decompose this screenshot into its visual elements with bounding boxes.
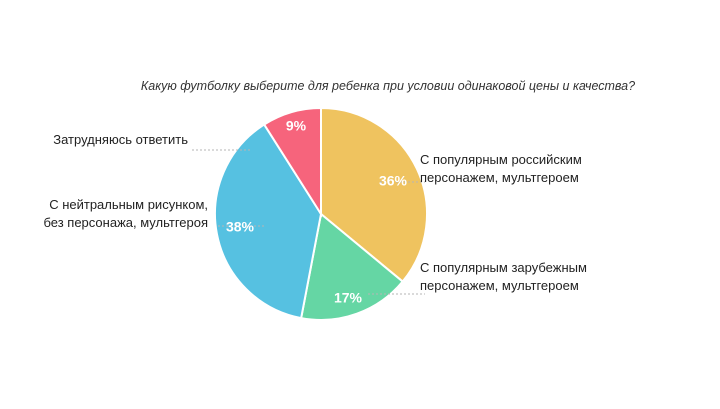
category-label-3-line-2: без персонажа, мультгероя: [43, 215, 208, 230]
value-label-2: 17%: [334, 290, 363, 306]
pie-slice-4: [262, 106, 322, 218]
pie-slice-1: [320, 106, 428, 283]
chart-title: Какую футболку выберите для ребенка при …: [141, 79, 635, 93]
category-label-2-line-2: персонажем, мультгероем: [420, 278, 579, 293]
category-label-2-line-1: С популярным зарубежным: [420, 260, 587, 275]
pie-slices: [214, 106, 428, 321]
value-label-1: 36%: [379, 173, 408, 189]
category-label-1-line-2: персонажем, мультгероем: [420, 170, 579, 185]
pie-slice-2: [299, 212, 405, 321]
category-label-4-line-1: Затрудняюсь ответить: [53, 132, 188, 147]
value-label-4: 9%: [286, 118, 307, 134]
value-label-3: 38%: [226, 219, 255, 235]
category-labels: С популярным российским персонажем, мульт…: [43, 132, 587, 293]
category-label-1-line-1: С популярным российским: [420, 152, 582, 167]
leader-lines: [192, 149, 425, 295]
value-labels: 36% 17% 38% 9%: [226, 118, 408, 306]
category-label-3-line-1: С нейтральным рисунком,: [49, 197, 208, 212]
